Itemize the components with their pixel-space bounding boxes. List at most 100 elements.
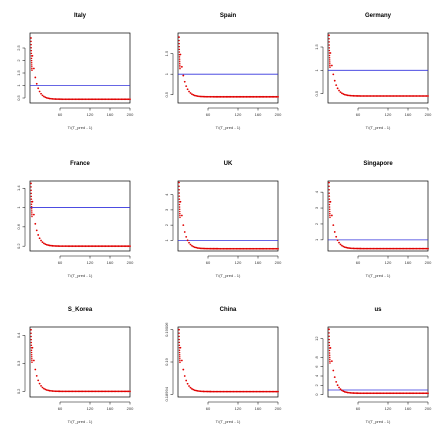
x-tick-label: 60 (58, 406, 63, 411)
data-point (267, 390, 269, 393)
data-point (415, 247, 418, 250)
data-point (239, 247, 242, 250)
data-point (251, 95, 254, 98)
data-point (259, 390, 262, 393)
data-point (91, 390, 94, 393)
data-point (267, 95, 269, 98)
x-tick-label: 60 (356, 112, 361, 117)
y-tick-label: 0.5 (164, 91, 169, 97)
data-point (97, 245, 100, 248)
data-point (342, 93, 345, 95)
data-point (53, 390, 55, 393)
data-point (328, 185, 330, 188)
data-point (419, 392, 422, 395)
data-point (234, 247, 236, 250)
data-point (30, 55, 33, 57)
data-point (182, 74, 185, 77)
data-point (419, 247, 422, 250)
y-tick-label: 1 (314, 68, 319, 71)
data-point (329, 358, 331, 361)
data-point (272, 390, 275, 393)
data-point (126, 98, 129, 101)
data-point (248, 390, 251, 393)
data-point (35, 229, 38, 232)
x-tick-label: 60 (206, 406, 211, 411)
data-point (30, 205, 33, 208)
y-tick-label: 3 (164, 208, 169, 211)
data-point (261, 95, 264, 98)
data-point (241, 95, 244, 98)
data-point (111, 390, 114, 393)
data-point (329, 66, 331, 69)
x-axis-label: T/(T_pred - 1) (216, 273, 241, 278)
data-point (201, 95, 203, 98)
data-point (110, 390, 113, 393)
data-point (50, 390, 52, 392)
data-point (401, 95, 404, 97)
data-point (178, 56, 181, 58)
x-axis-label: T/(T_pred - 1) (366, 419, 391, 424)
chart-panel: Italy 60 120 160 200 T/(T_pred - 1) 0.5 1 1.5 2 2.… (16, 13, 134, 130)
data-point (202, 95, 205, 98)
data-point (178, 60, 181, 63)
data-point (64, 390, 67, 393)
y-tick-label: 2 (164, 223, 169, 226)
data-point (395, 392, 398, 395)
data-point (358, 95, 361, 97)
data-point (395, 247, 398, 250)
data-point (249, 95, 252, 98)
data-point (120, 390, 123, 393)
x-axis-label: T/(T_pred - 1) (68, 273, 93, 278)
data-point (31, 356, 33, 358)
x-tick-label: 60 (58, 112, 63, 117)
x-tick-label: 160 (255, 406, 262, 411)
data-point (215, 390, 218, 393)
data-point (50, 97, 52, 100)
data-point (402, 247, 405, 250)
data-point (76, 98, 78, 101)
data-point (54, 390, 57, 393)
data-point (379, 392, 382, 395)
data-point (225, 95, 228, 98)
chart-title: UK (224, 161, 233, 167)
data-point (30, 332, 32, 334)
data-point (231, 390, 233, 393)
data-point (405, 95, 408, 97)
data-point (375, 392, 378, 395)
data-point (329, 210, 331, 213)
x-tick-label: 200 (275, 406, 282, 411)
y-tick-label: 2 (314, 383, 319, 386)
data-point (90, 245, 93, 248)
data-point (53, 98, 55, 100)
data-point (328, 54, 331, 57)
data-point (55, 98, 58, 101)
data-point (43, 242, 45, 245)
data-point (40, 384, 42, 387)
data-point (215, 95, 218, 98)
data-point (31, 359, 33, 362)
data-point (379, 95, 382, 97)
data-point (232, 95, 235, 98)
data-point (192, 94, 195, 96)
data-point (336, 87, 339, 90)
data-point (328, 59, 331, 61)
data-point (249, 247, 252, 250)
data-point (60, 390, 63, 393)
data-point (238, 247, 241, 250)
data-point (180, 214, 183, 217)
data-point (180, 65, 183, 68)
data-point (32, 67, 35, 70)
data-point (188, 385, 190, 387)
data-point (178, 42, 180, 45)
data-point (57, 245, 60, 247)
data-point (110, 245, 113, 248)
data-point (328, 195, 331, 197)
data-point (349, 247, 352, 250)
data-point (193, 246, 196, 249)
data-point (73, 245, 75, 248)
data-point (179, 361, 181, 364)
data-point (58, 390, 61, 393)
data-point (257, 390, 259, 393)
data-point (229, 247, 232, 250)
data-point (389, 95, 392, 97)
